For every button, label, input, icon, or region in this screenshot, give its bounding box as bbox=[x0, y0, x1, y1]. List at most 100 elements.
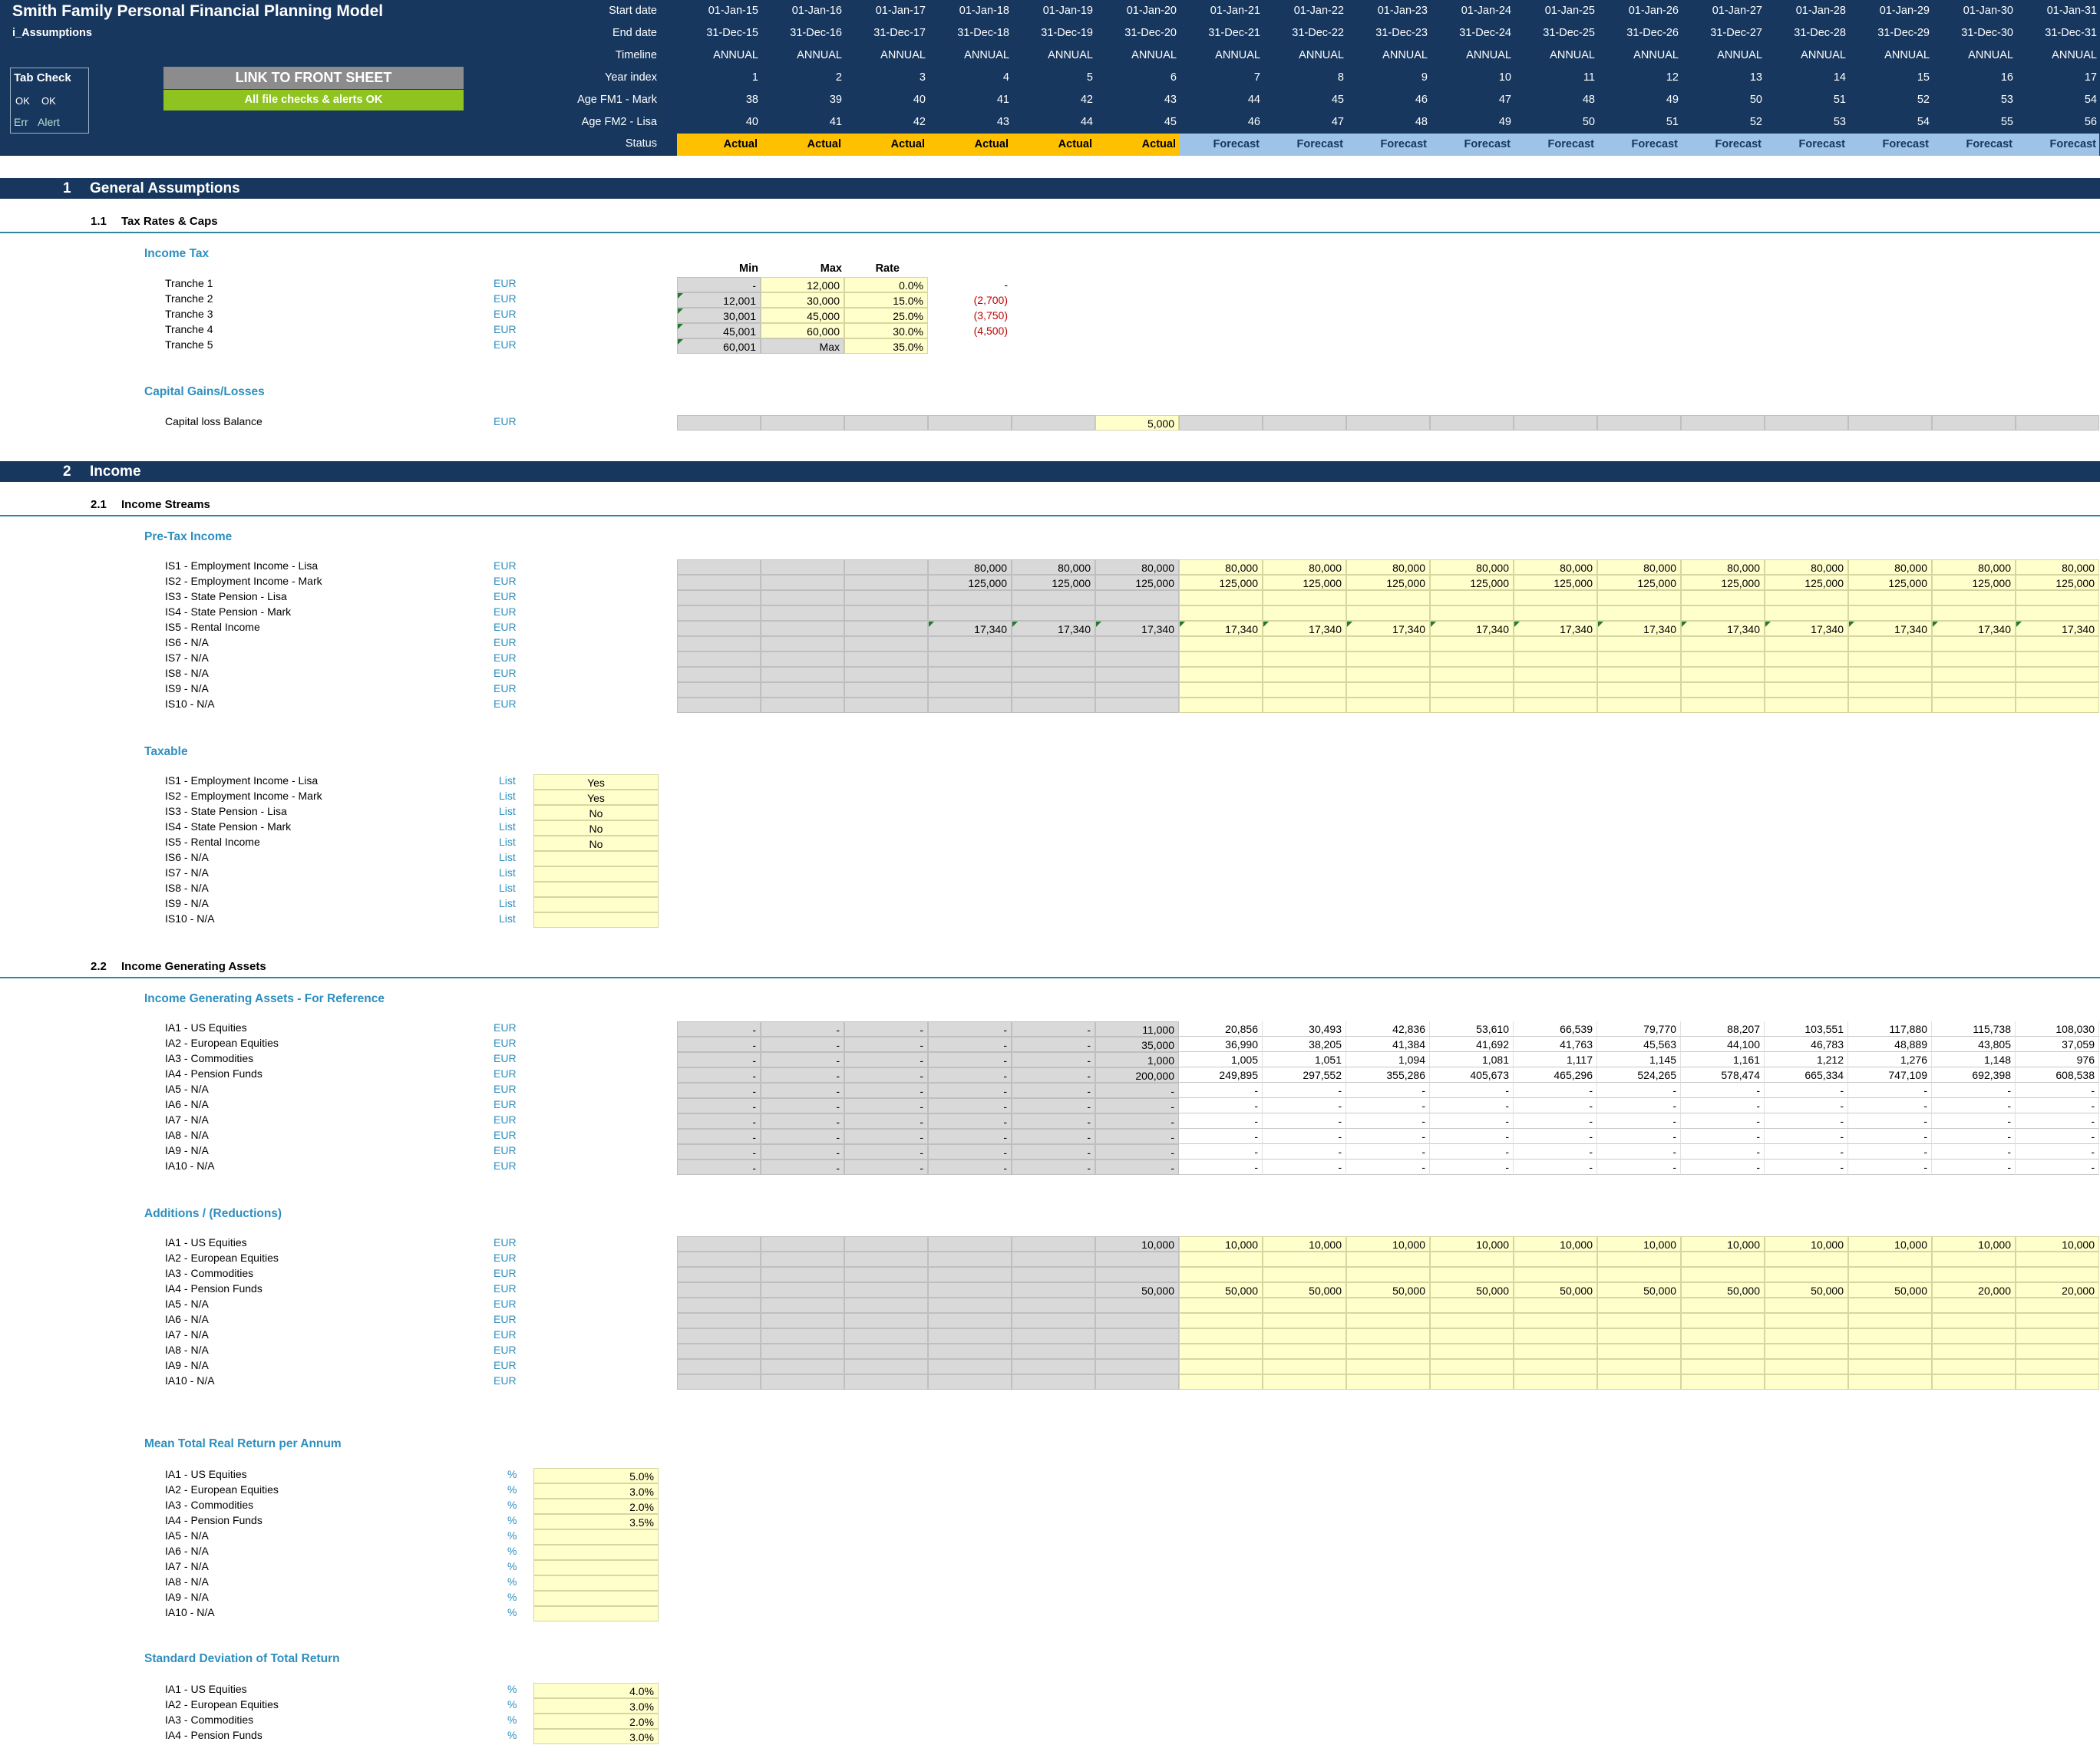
addition-value-cell[interactable] bbox=[1848, 1344, 1932, 1359]
income-value-cell[interactable]: 125,000 bbox=[928, 575, 1012, 590]
addition-value-cell[interactable] bbox=[844, 1344, 928, 1359]
income-value-cell[interactable] bbox=[844, 636, 928, 651]
income-value-cell[interactable] bbox=[761, 605, 844, 621]
income-value-cell[interactable] bbox=[1514, 590, 1597, 605]
addition-value-cell[interactable]: 10,000 bbox=[1179, 1236, 1263, 1252]
tax-rate-input[interactable]: 15.0% bbox=[844, 292, 928, 308]
addition-value-cell[interactable] bbox=[1095, 1374, 1179, 1390]
addition-value-cell[interactable] bbox=[677, 1374, 761, 1390]
addition-value-cell[interactable] bbox=[2016, 1267, 2099, 1282]
addition-value-cell[interactable] bbox=[1263, 1313, 1346, 1328]
income-value-cell[interactable]: 125,000 bbox=[1848, 575, 1932, 590]
income-value-cell[interactable]: 125,000 bbox=[1765, 575, 1848, 590]
income-value-cell[interactable] bbox=[1012, 698, 1095, 713]
addition-value-cell[interactable] bbox=[1597, 1374, 1681, 1390]
addition-value-cell[interactable]: 50,000 bbox=[1095, 1282, 1179, 1298]
income-value-cell[interactable]: 80,000 bbox=[1765, 559, 1848, 575]
income-value-cell[interactable] bbox=[1765, 605, 1848, 621]
income-value-cell[interactable] bbox=[1430, 667, 1514, 682]
income-value-cell[interactable] bbox=[1765, 698, 1848, 713]
addition-value-cell[interactable] bbox=[1932, 1344, 2016, 1359]
income-value-cell[interactable] bbox=[1012, 682, 1095, 698]
income-value-cell[interactable]: 80,000 bbox=[1346, 559, 1430, 575]
income-value-cell[interactable] bbox=[2016, 605, 2099, 621]
addition-value-cell[interactable] bbox=[761, 1267, 844, 1282]
addition-value-cell[interactable] bbox=[1932, 1313, 2016, 1328]
addition-value-cell[interactable]: 50,000 bbox=[1263, 1282, 1346, 1298]
income-value-cell[interactable] bbox=[1095, 651, 1179, 667]
addition-value-cell[interactable]: 10,000 bbox=[1346, 1236, 1430, 1252]
addition-value-cell[interactable] bbox=[1179, 1344, 1263, 1359]
addition-value-cell[interactable] bbox=[1848, 1313, 1932, 1328]
income-value-cell[interactable] bbox=[1263, 605, 1346, 621]
addition-value-cell[interactable] bbox=[1346, 1328, 1430, 1344]
addition-value-cell[interactable] bbox=[1346, 1298, 1430, 1313]
income-value-cell[interactable] bbox=[1012, 651, 1095, 667]
addition-value-cell[interactable] bbox=[1597, 1328, 1681, 1344]
income-value-cell[interactable]: 17,340 bbox=[1263, 621, 1346, 636]
addition-value-cell[interactable] bbox=[1848, 1298, 1932, 1313]
addition-value-cell[interactable] bbox=[1597, 1298, 1681, 1313]
taxable-select[interactable]: No bbox=[533, 836, 659, 851]
income-value-cell[interactable] bbox=[1848, 698, 1932, 713]
income-value-cell[interactable] bbox=[677, 575, 761, 590]
income-value-cell[interactable]: 80,000 bbox=[1681, 559, 1765, 575]
income-value-cell[interactable] bbox=[1848, 682, 1932, 698]
income-value-cell[interactable] bbox=[1681, 682, 1765, 698]
income-value-cell[interactable]: 125,000 bbox=[1597, 575, 1681, 590]
addition-value-cell[interactable] bbox=[1765, 1359, 1848, 1374]
addition-value-cell[interactable] bbox=[1263, 1252, 1346, 1267]
income-value-cell[interactable] bbox=[1430, 590, 1514, 605]
taxable-select[interactable]: Yes bbox=[533, 774, 659, 790]
addition-value-cell[interactable] bbox=[1346, 1374, 1430, 1390]
addition-value-cell[interactable] bbox=[677, 1282, 761, 1298]
income-value-cell[interactable] bbox=[928, 590, 1012, 605]
addition-value-cell[interactable] bbox=[761, 1236, 844, 1252]
income-value-cell[interactable]: 125,000 bbox=[1179, 575, 1263, 590]
income-value-cell[interactable] bbox=[1430, 682, 1514, 698]
addition-value-cell[interactable]: 50,000 bbox=[1681, 1282, 1765, 1298]
addition-value-cell[interactable] bbox=[1430, 1298, 1514, 1313]
income-value-cell[interactable]: 17,340 bbox=[1430, 621, 1514, 636]
income-value-cell[interactable]: 125,000 bbox=[1012, 575, 1095, 590]
income-value-cell[interactable] bbox=[1932, 636, 2016, 651]
income-value-cell[interactable] bbox=[1765, 667, 1848, 682]
addition-value-cell[interactable]: 10,000 bbox=[1514, 1236, 1597, 1252]
addition-value-cell[interactable] bbox=[2016, 1252, 2099, 1267]
income-value-cell[interactable] bbox=[1514, 636, 1597, 651]
addition-value-cell[interactable] bbox=[1263, 1359, 1346, 1374]
addition-value-cell[interactable] bbox=[1932, 1328, 2016, 1344]
income-value-cell[interactable] bbox=[928, 605, 1012, 621]
income-value-cell[interactable] bbox=[1346, 590, 1430, 605]
income-value-cell[interactable] bbox=[2016, 667, 2099, 682]
addition-value-cell[interactable] bbox=[928, 1298, 1012, 1313]
addition-value-cell[interactable] bbox=[1514, 1328, 1597, 1344]
income-value-cell[interactable] bbox=[1095, 605, 1179, 621]
income-value-cell[interactable] bbox=[1514, 651, 1597, 667]
income-value-cell[interactable] bbox=[761, 698, 844, 713]
percent-input[interactable]: 3.5% bbox=[533, 1514, 659, 1529]
addition-value-cell[interactable] bbox=[677, 1236, 761, 1252]
addition-value-cell[interactable] bbox=[761, 1328, 844, 1344]
income-value-cell[interactable]: 17,340 bbox=[1095, 621, 1179, 636]
income-value-cell[interactable] bbox=[1597, 651, 1681, 667]
income-value-cell[interactable] bbox=[844, 698, 928, 713]
addition-value-cell[interactable] bbox=[1012, 1359, 1095, 1374]
income-value-cell[interactable] bbox=[677, 651, 761, 667]
percent-input[interactable]: 3.0% bbox=[533, 1483, 659, 1499]
addition-value-cell[interactable] bbox=[1597, 1344, 1681, 1359]
addition-value-cell[interactable] bbox=[844, 1267, 928, 1282]
addition-value-cell[interactable] bbox=[928, 1267, 1012, 1282]
addition-value-cell[interactable]: 50,000 bbox=[1179, 1282, 1263, 1298]
income-value-cell[interactable] bbox=[1263, 698, 1346, 713]
addition-value-cell[interactable] bbox=[1848, 1267, 1932, 1282]
addition-value-cell[interactable]: 10,000 bbox=[1932, 1236, 2016, 1252]
addition-value-cell[interactable] bbox=[844, 1252, 928, 1267]
tax-max-input[interactable]: 12,000 bbox=[761, 277, 844, 292]
income-value-cell[interactable] bbox=[1848, 667, 1932, 682]
addition-value-cell[interactable] bbox=[1430, 1328, 1514, 1344]
income-value-cell[interactable] bbox=[928, 636, 1012, 651]
addition-value-cell[interactable] bbox=[844, 1236, 928, 1252]
income-value-cell[interactable] bbox=[844, 651, 928, 667]
percent-input[interactable]: 2.0% bbox=[533, 1714, 659, 1729]
